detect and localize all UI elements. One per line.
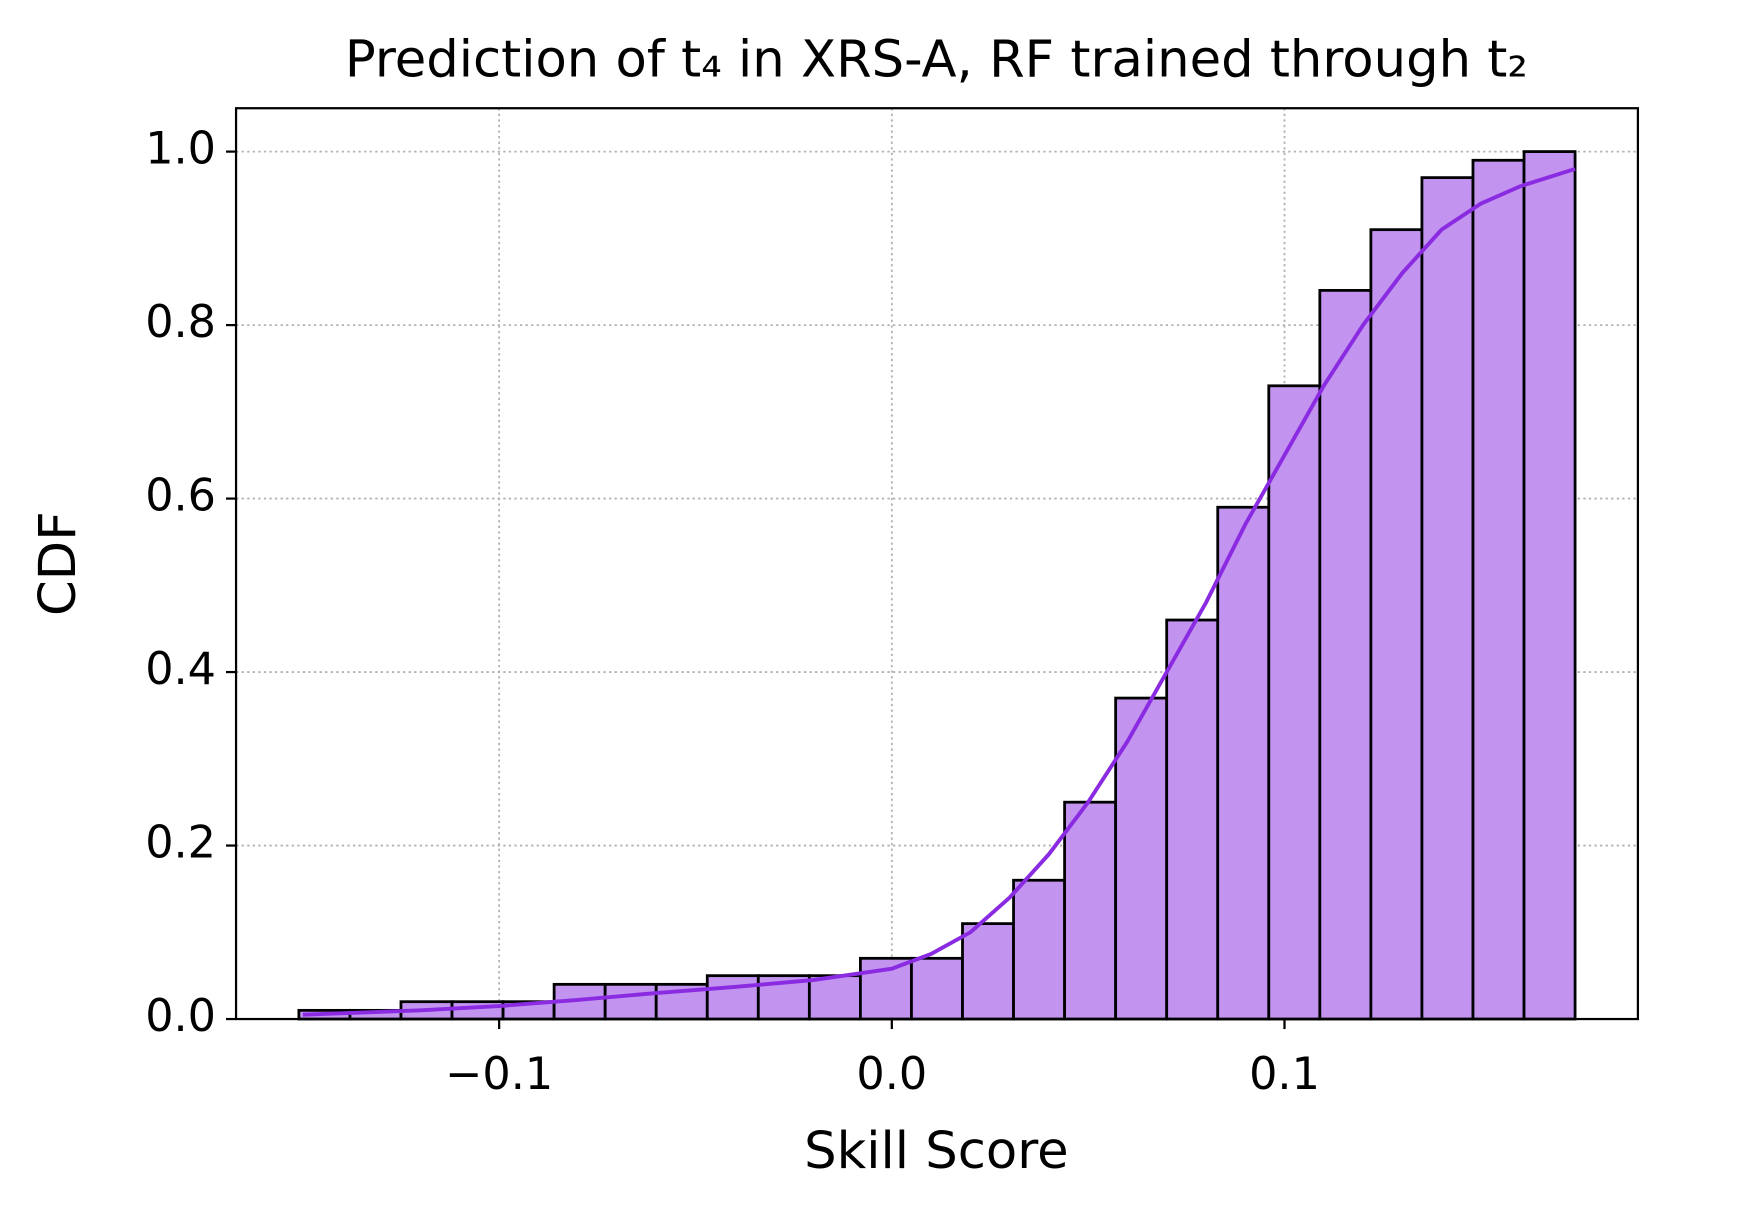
y-axis-label: CDF (28, 511, 88, 616)
y-tick-label: 0.6 (145, 470, 216, 522)
y-tick-label: 0.0 (145, 990, 216, 1042)
bar (1012, 878, 1066, 1021)
y-tick-label: 0.4 (145, 643, 216, 695)
bar (910, 956, 964, 1021)
bar (1522, 150, 1577, 1021)
bar (1165, 618, 1220, 1021)
x-tick-label: 0.1 (1249, 1048, 1320, 1100)
bar (1420, 176, 1475, 1021)
bar (1267, 384, 1322, 1021)
bar (961, 922, 1015, 1021)
bar (1318, 288, 1373, 1021)
y-tick-label: 0.2 (145, 817, 216, 869)
bar (1471, 158, 1526, 1021)
y-tick-label: 0.8 (145, 296, 216, 348)
bar (1369, 228, 1424, 1021)
bar (1114, 696, 1169, 1021)
x-tick-label: −0.1 (445, 1048, 553, 1100)
bar (1063, 800, 1118, 1021)
x-tick-label: 0.0 (856, 1048, 927, 1100)
chart-title: Prediction of t₄ in XRS-A, RF trained th… (345, 30, 1528, 90)
y-tick-label: 1.0 (145, 123, 216, 175)
bar (603, 982, 658, 1021)
x-axis-label: Skill Score (804, 1121, 1069, 1181)
plot-frame (234, 107, 1640, 1021)
bar (1216, 505, 1271, 1021)
bar (859, 956, 913, 1021)
kde-line (302, 167, 1576, 1017)
bar (807, 974, 862, 1021)
bar (705, 974, 760, 1021)
